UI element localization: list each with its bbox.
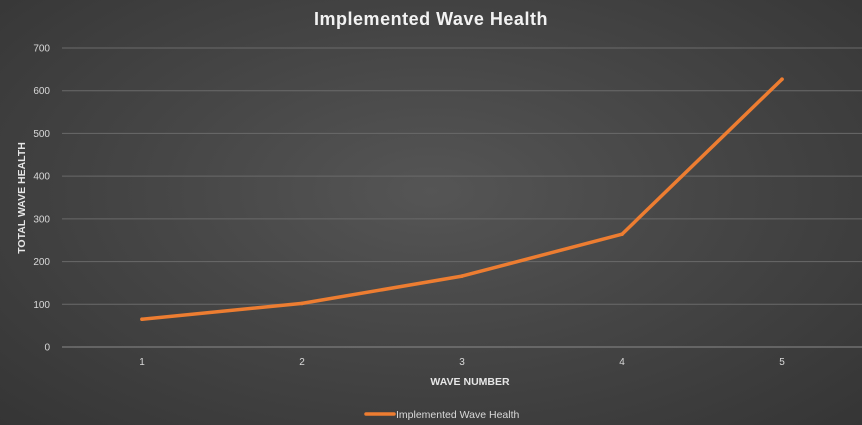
y-tick-label: 0 [44,343,50,354]
data-point [300,301,304,306]
y-tick-label: 300 [33,214,50,225]
legend-label: Implemented Wave Health [396,409,519,421]
x-tick-label: 4 [619,357,625,368]
data-point [140,317,144,322]
data-point [460,274,464,278]
x-tick-label: 5 [779,357,785,368]
y-axis-ticks: 0 100 200 300 400 500 600 700 [33,44,50,354]
y-tick-label: 700 [33,44,50,55]
series-lines [140,77,784,322]
series-line [140,77,784,321]
x-tick-label: 3 [459,357,465,368]
x-tick-label: 2 [299,357,305,368]
y-tick-label: 100 [33,300,50,311]
x-tick-label: 1 [139,357,145,368]
data-point [780,77,784,81]
gridlines [62,47,862,348]
y-tick-label: 400 [33,172,50,183]
y-tick-label: 600 [33,86,50,97]
x-axis-ticks: 1 2 3 4 5 [139,357,785,368]
y-tick-label: 500 [33,129,50,140]
x-axis-title: WAVE NUMBER [430,376,510,388]
y-tick-label: 200 [33,257,50,268]
legend: Implemented Wave Health [364,409,519,421]
data-point [620,232,624,237]
chart-title: Implemented Wave Health [314,9,548,29]
y-axis-title: TOTAL WAVE HEALTH [16,142,28,254]
